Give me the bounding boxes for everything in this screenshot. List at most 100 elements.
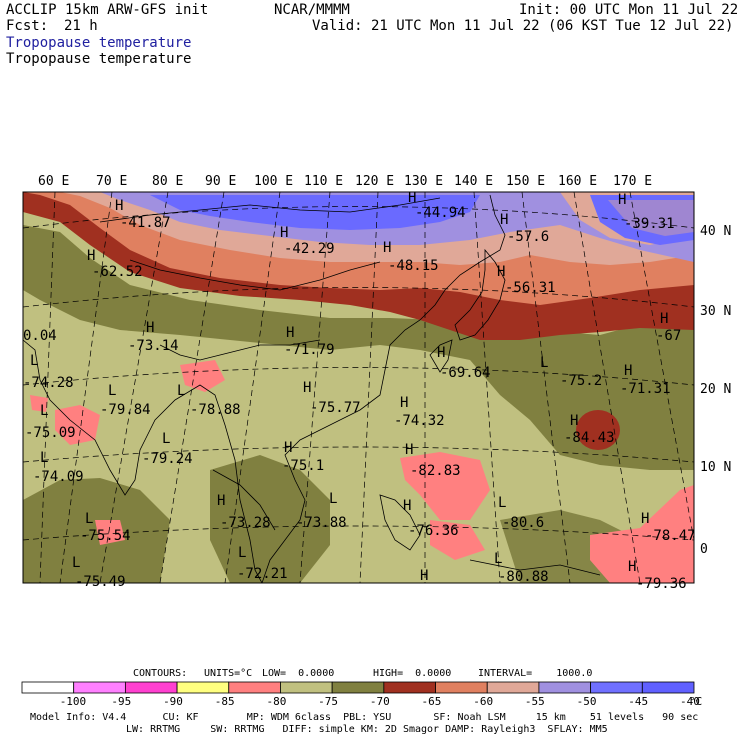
field-title-2: Tropopause temperature [6, 51, 192, 67]
hl-marker: H [500, 212, 508, 228]
field-dark-olive-band [23, 225, 694, 470]
hl-marker: H [87, 248, 95, 264]
hl-value: -80.88 [498, 569, 549, 585]
hl-marker: H [400, 395, 408, 411]
hl-value: -75.1 [282, 458, 324, 474]
hl-marker: L [40, 450, 48, 466]
hl-marker: H [624, 363, 632, 379]
colorbar-swatch [331, 681, 385, 694]
contours-low: LOW= 0.0000 [262, 668, 335, 679]
lon-label: 170 E [613, 174, 652, 189]
hl-marker: L [108, 383, 116, 399]
colorbar-swatch [538, 681, 592, 694]
model-info: Model Info: V4.4 CU: KF MP: WDM 6class P… [30, 712, 699, 723]
lon-label: 100 E [254, 174, 293, 189]
graticule [23, 192, 694, 583]
colorbar-tick-label: -55 [525, 695, 545, 708]
hl-value: -74.32 [394, 413, 445, 429]
hl-marker: H [286, 325, 294, 341]
colorbar-unit: °C [689, 695, 702, 708]
field-brick-patch [576, 410, 620, 450]
hl-marker: L [494, 551, 502, 567]
contours-high: HIGH= 0.0000 [373, 668, 452, 679]
hl-marker: L [177, 383, 185, 399]
hl-value: -80.6 [502, 515, 544, 531]
hl-value: -79.24 [142, 451, 193, 467]
lat-label: 40 N [700, 224, 731, 239]
hl-value: -67 [656, 328, 681, 344]
colorbar-tick-label: -50 [577, 695, 597, 708]
hl-value: -74.09 [33, 469, 84, 485]
hl-value: -72.21 [237, 566, 288, 582]
colorbar-tick-label: -60 [473, 695, 493, 708]
hl-marker: L [540, 355, 548, 371]
hl-marker: H [570, 413, 578, 429]
model-physics: LW: RRTMG SW: RRTMG DIFF: simple KM: 2D … [126, 724, 608, 735]
hl-marker: L [40, 403, 48, 419]
colorbar-ticks: -100 -95 -90 -85 -80 -75 -70 -65 -60 -55 -50 -45 -40 [60, 695, 700, 708]
hl-value: -79.84 [100, 402, 151, 418]
hl-value: -41.87 [120, 215, 171, 231]
hl-value: -75.09 [25, 425, 76, 441]
hl-value: -71.79 [284, 342, 335, 358]
colorbar-swatch [21, 681, 75, 694]
hl-marker: L [498, 495, 506, 511]
hl-marker: H [497, 264, 505, 280]
hl-marker: H [660, 311, 668, 327]
lon-label: 120 E [355, 174, 394, 189]
coastlines [23, 194, 601, 583]
field-pink-patch-6 [30, 395, 48, 412]
hl-value: -75.54 [80, 528, 131, 544]
lon-label: 90 E [205, 174, 236, 189]
colorbar-swatch [73, 681, 126, 694]
hl-value: -73.28 [220, 515, 271, 531]
colorbar-swatch [486, 681, 540, 694]
hl-value: -78.88 [190, 402, 241, 418]
hl-value: -79.36 [636, 576, 687, 592]
org-label: NCAR/MMMM [274, 2, 350, 18]
valid-time: Valid: 21 UTC Mon 11 Jul 22 (06 KST Tue … [312, 18, 734, 34]
map-frame [22, 191, 695, 584]
hl-marker: H [383, 240, 391, 256]
colorbar-tick-label: -70 [370, 695, 390, 708]
colorbar-swatch [228, 681, 281, 694]
colorbar [21, 681, 695, 694]
hl-value: -71.31 [620, 381, 671, 397]
hl-marker: H [284, 440, 292, 456]
lon-label: 110 E [304, 174, 343, 189]
colorbar-tick-label: -90 [163, 695, 183, 708]
hl-value: -74.28 [23, 375, 74, 391]
hl-value: -56.31 [505, 280, 556, 296]
colorbar-tick-label: -95 [111, 695, 131, 708]
colorbar-swatch [435, 681, 488, 694]
model-title: ACCLIP 15km ARW-GFS init [6, 2, 209, 18]
hl-value: -48.15 [388, 258, 439, 274]
field-title-1: Tropopause temperature [6, 35, 192, 51]
colorbar-swatch [383, 681, 436, 694]
field-dark-olive-south [210, 455, 330, 583]
hl-value: -57.6 [507, 229, 549, 245]
contours-units: UNITS=°C [204, 668, 253, 679]
hl-marker: L [329, 491, 337, 507]
contours-label: CONTOURS: [133, 668, 188, 679]
hl-marker: L [72, 555, 80, 571]
lon-label: 70 E [96, 174, 127, 189]
hl-value: -75.77 [310, 400, 361, 416]
lat-label: 10 N [700, 460, 731, 475]
lon-label: 60 E [38, 174, 69, 189]
hl-marker: H [405, 442, 413, 458]
field-pink-patch-5 [590, 485, 694, 583]
lon-label: 160 E [558, 174, 597, 189]
hl-marker: L [30, 353, 38, 369]
latitude-labels: 40 N 30 N 20 N 10 N 0 [700, 224, 731, 557]
lat-label: 0 [700, 542, 708, 557]
tropopause-field [23, 192, 694, 583]
hl-value: -84.43 [564, 430, 615, 446]
hl-value: -73.88 [296, 515, 347, 531]
hl-marker: H [115, 198, 123, 214]
colorbar-tick-label: -45 [628, 695, 648, 708]
hl-value: -76.36 [408, 523, 459, 539]
hl-value: -75.49 [75, 574, 126, 590]
hl-marker: H [628, 559, 636, 575]
